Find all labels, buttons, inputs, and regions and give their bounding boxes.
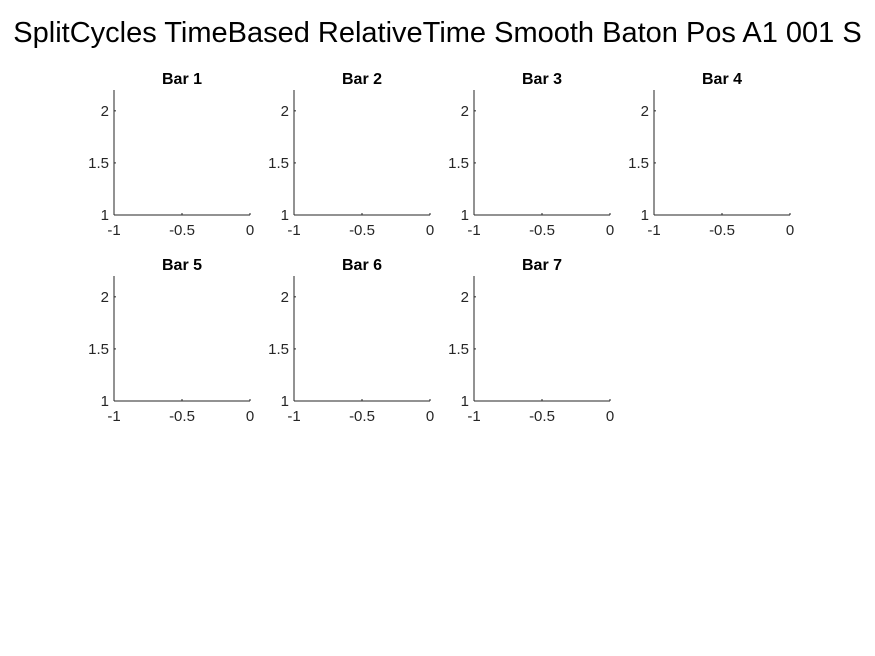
y-tick-label: 1 [281,393,289,410]
x-tick-label: 0 [426,222,434,239]
y-tick-label: 1 [461,207,469,224]
subplot-1: Bar 1 -1 -0.5 0 1 1.5 2 [88,71,254,239]
subplot-2: Bar 2 -1 -0.5 0 1 1.5 2 [268,71,434,239]
subplot-title: Bar 2 [342,71,382,88]
y-tick-label: 1 [101,393,109,410]
subplot-title: Bar 7 [522,257,562,274]
x-tick-label: -0.5 [349,222,375,239]
y-tick-label: 1.5 [448,341,469,358]
x-tick-label: -1 [287,222,300,239]
y-tick-label: 1 [281,207,289,224]
subplot-title: Bar 3 [522,71,562,88]
y-tick-label: 2 [101,103,109,120]
y-tick-label: 1.5 [88,155,109,172]
x-tick-label: -0.5 [169,408,195,425]
y-tick-label: 1 [641,207,649,224]
y-tick-label: 2 [641,103,649,120]
x-tick-label: 0 [246,222,254,239]
subplot-title: Bar 1 [162,71,202,88]
subplot-6: Bar 6 -1 -0.5 0 1 1.5 2 [268,257,434,425]
x-tick-label: -1 [647,222,660,239]
y-tick-label: 2 [281,289,289,306]
x-tick-label: -1 [107,408,120,425]
subplot-5: Bar 5 -1 -0.5 0 1 1.5 2 [88,257,254,425]
y-tick-label: 1.5 [88,341,109,358]
figure-title: SplitCycles TimeBased RelativeTime Smoot… [13,17,861,49]
x-tick-label: -0.5 [709,222,735,239]
x-tick-label: -0.5 [169,222,195,239]
y-tick-label: 2 [461,289,469,306]
x-tick-label: -1 [467,408,480,425]
subplot-3: Bar 3 -1 -0.5 0 1 1.5 2 [448,71,614,239]
y-tick-label: 1.5 [268,341,289,358]
x-tick-label: 0 [246,408,254,425]
x-tick-label: 0 [606,408,614,425]
y-tick-label: 1.5 [448,155,469,172]
subplot-title: Bar 6 [342,257,382,274]
subplot-grid: Bar 1 -1 -0.5 0 1 1.5 2 Bar 2 -1 -0.5 0 1 1.5 2 Bar 3 -… [88,71,794,425]
x-tick-label: 0 [606,222,614,239]
x-tick-label: -0.5 [349,408,375,425]
y-tick-label: 1 [101,207,109,224]
x-tick-label: -1 [467,222,480,239]
y-tick-label: 1.5 [628,155,649,172]
x-tick-label: 0 [786,222,794,239]
subplot-title: Bar 5 [162,257,202,274]
subplot-4: Bar 4 -1 -0.5 0 1 1.5 2 [628,71,794,239]
y-tick-label: 2 [461,103,469,120]
y-tick-label: 1 [461,393,469,410]
y-tick-label: 1.5 [268,155,289,172]
x-tick-label: -1 [107,222,120,239]
x-tick-label: -0.5 [529,408,555,425]
subplot-title: Bar 4 [702,71,742,88]
y-tick-label: 2 [101,289,109,306]
y-tick-label: 2 [281,103,289,120]
x-tick-label: -0.5 [529,222,555,239]
x-tick-label: 0 [426,408,434,425]
x-tick-label: -1 [287,408,300,425]
subplot-7: Bar 7 -1 -0.5 0 1 1.5 2 [448,257,614,425]
